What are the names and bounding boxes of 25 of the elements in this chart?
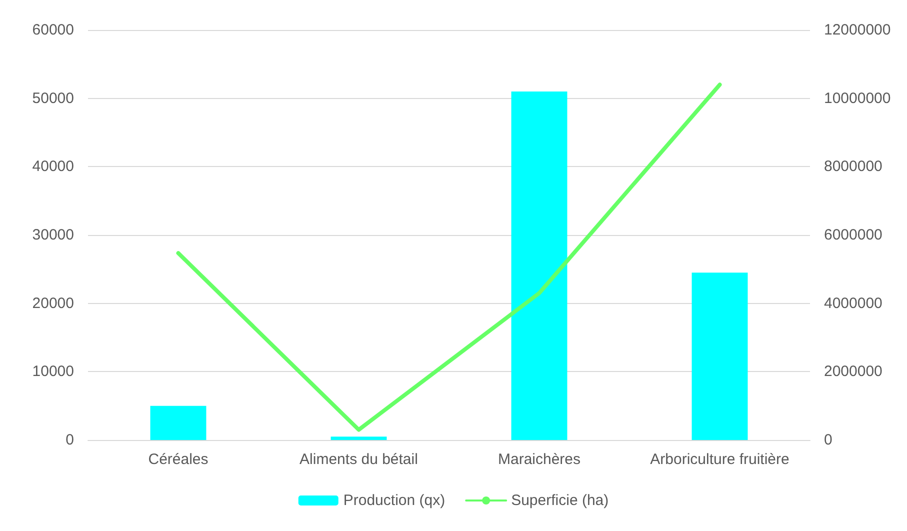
y-tick-label: 30000 xyxy=(32,226,74,244)
bar xyxy=(511,92,568,440)
y2-tick-label: 0 xyxy=(824,432,832,448)
y-tick-label: 50000 xyxy=(32,90,74,107)
legend-label: Production (qx) xyxy=(343,492,446,509)
bar xyxy=(150,406,206,440)
bar xyxy=(692,272,748,440)
y-tick-label: 0 xyxy=(66,432,74,448)
bar xyxy=(330,436,387,440)
x-tick-label: Arboriculture fruitière xyxy=(650,451,790,468)
y2-tick-label: 2000000 xyxy=(824,363,882,380)
y2-tick-label: 10000000 xyxy=(824,90,891,107)
x-tick-label: Aliments du bétail xyxy=(300,451,418,468)
line-series xyxy=(176,82,722,432)
y-tick-label: 40000 xyxy=(32,158,74,176)
x-tick-label: Céréales xyxy=(148,451,208,468)
y2-tick-label: 8000000 xyxy=(824,158,882,176)
y-tick-label: 10000 xyxy=(32,363,74,380)
y-tick-label: 20000 xyxy=(32,294,74,312)
y2-tick-label: 6000000 xyxy=(824,226,882,244)
y2-tick-label: 4000000 xyxy=(824,294,882,312)
x-tick-label: Maraichères xyxy=(498,451,581,468)
y2-tick-label: 12000000 xyxy=(824,22,891,38)
legend-label: Superficie (ha) xyxy=(511,492,609,509)
y-tick-label: 60000 xyxy=(32,22,74,38)
